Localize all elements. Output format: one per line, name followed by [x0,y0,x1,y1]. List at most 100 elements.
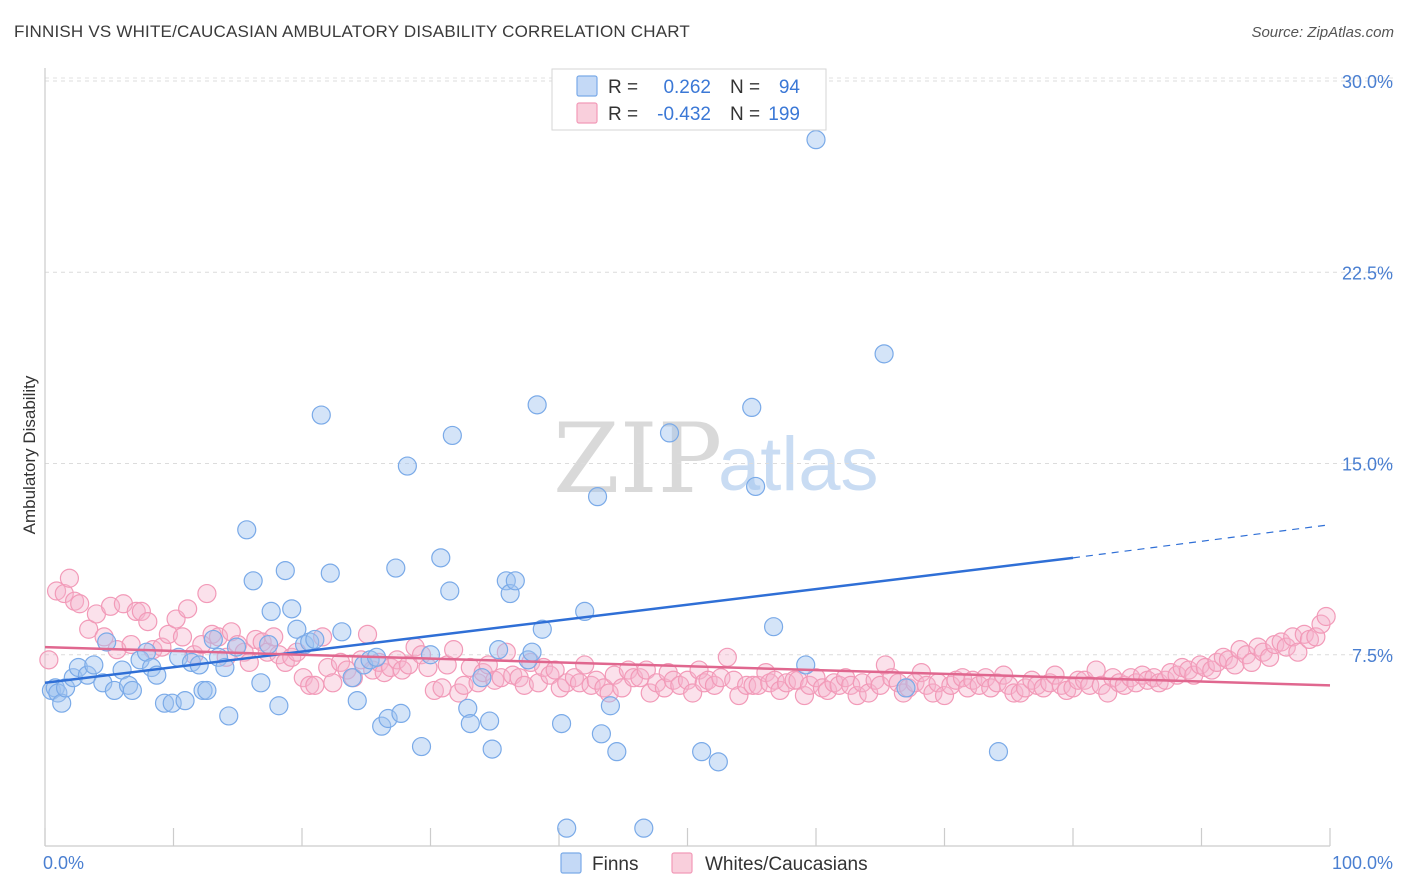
point-finns [551,713,572,734]
point-whites [424,680,444,701]
trend-line-finns-extrapolated [1072,524,1331,559]
point-whites [987,673,1007,693]
point-whites [293,668,313,688]
x-tick-label-100: 100.0% [1332,853,1393,873]
point-finns [522,642,542,662]
point-whites [94,627,114,647]
point-whites [765,670,785,690]
point-whites [717,647,737,667]
point-whites [444,640,464,660]
point-finns [77,665,98,685]
point-finns [874,344,894,364]
point-whites [79,619,99,639]
point-whites [514,675,534,695]
watermark: ZIP atlas [553,403,879,515]
point-finns [122,680,142,701]
gridlines [45,77,1393,656]
series-whites-caucasians [39,568,1336,706]
point-whites [824,673,844,693]
point-whites [1306,627,1326,647]
point-whites [663,670,683,690]
point-whites [305,675,325,695]
point-whites [432,678,452,698]
point-whites [550,678,570,698]
point-whites [934,685,955,706]
point-whites [208,627,229,647]
point-finns [489,640,509,660]
point-whites [454,675,474,695]
point-whites [704,675,725,695]
point-finns [237,520,257,540]
legend-swatch-whites [576,102,598,124]
point-whites [318,657,338,678]
watermark-zip: ZIP [553,403,722,515]
point-finns [287,619,307,639]
point-finns [600,696,621,716]
point-finns [269,696,289,716]
point-finns [988,742,1009,762]
trend-lines [44,524,1331,687]
point-whites [1276,637,1296,657]
legend-box: R = 0.262 N = 94 R = -0.432 N = 199 [551,68,827,131]
point-whites [46,581,67,601]
point-finns [311,405,331,425]
legend-r-value-finns: 0.262 [663,77,711,98]
point-finns [472,668,492,688]
point-whites [575,655,595,675]
point-whites [812,678,833,698]
point-finns [742,397,762,417]
point-finns [372,716,392,736]
series-finns [41,130,1009,838]
y-tick-label: 15.0% [1342,455,1393,475]
point-whites [640,683,660,703]
point-whites [1288,642,1308,662]
y-axis-title: Ambulatory Disability [20,375,39,534]
point-finns [294,634,315,655]
point-whites [178,599,198,619]
point-finns [243,571,263,591]
point-whites [357,624,378,644]
point-whites [806,668,826,688]
point-finns [97,632,117,652]
point-whites [540,665,560,685]
point-whites [569,673,590,693]
point-finns [320,563,340,583]
bottom-legend-swatch-finns [560,852,582,874]
point-finns [607,742,627,762]
point-whites [172,627,193,647]
point-whites [829,675,849,695]
point-whites [729,685,749,706]
point-whites [1121,668,1141,688]
point-finns [420,645,441,665]
point-whites [724,670,744,690]
point-whites [158,624,178,644]
point-whites [737,675,757,695]
point-whites [1316,606,1336,627]
point-whites [1283,627,1303,647]
point-whites [1045,665,1065,685]
point-finns [431,548,451,568]
point-finns [460,713,480,734]
point-whites [59,568,80,588]
point-finns [482,739,502,759]
point-finns [93,673,113,693]
point-finns [347,691,367,711]
point-finns [806,130,826,150]
point-finns [505,571,525,591]
point-finns [527,395,547,415]
point-finns [305,629,325,650]
point-finns [386,558,406,578]
point-finns [154,693,175,713]
point-whites [399,655,419,675]
point-whites [847,685,867,706]
point-finns [261,601,281,622]
point-finns [136,642,157,662]
point-whites [1260,647,1280,667]
point-finns [391,703,411,724]
point-finns [532,619,552,639]
point-finns [203,629,223,650]
bottom-legend-swatch-whites [671,852,693,874]
point-finns [118,675,139,695]
point-whites [776,673,797,693]
point-finns [659,423,680,443]
